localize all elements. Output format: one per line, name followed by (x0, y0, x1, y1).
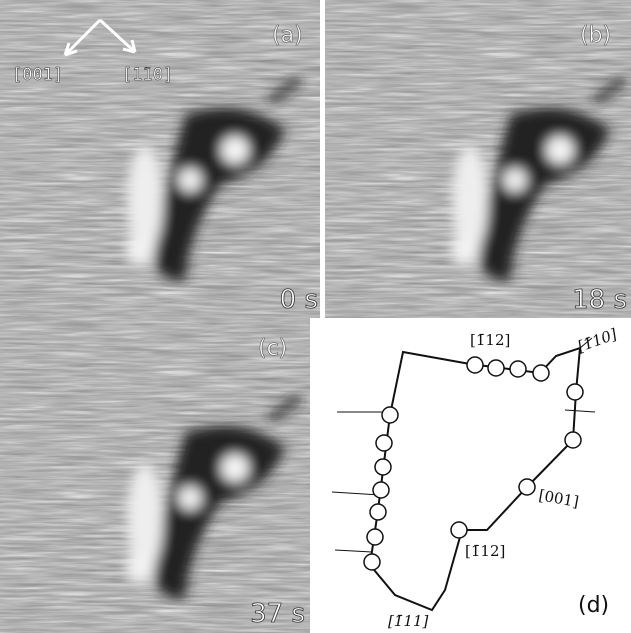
panel-label: (a) (272, 23, 303, 48)
panel-label: (d) (578, 593, 609, 618)
time-label: 0 s (280, 285, 318, 315)
figure: [001] [1̄10] (a) (b) (c) (d) 0 s 18 s 37… (0, 0, 631, 633)
panel-c (0, 318, 320, 633)
direction-label: [1̄10] (575, 325, 619, 356)
direction-label: [001] (537, 486, 580, 511)
time-label: 18 s (572, 285, 627, 315)
direction-label: [1̄11] (388, 612, 428, 630)
direction-label: [1̄12] (465, 542, 505, 560)
direction-label: [001] (12, 65, 63, 85)
direction-label: [1̄10] (122, 65, 173, 85)
direction-label: [1̄12] (470, 331, 510, 349)
time-label: 37 s (250, 599, 305, 629)
panel-label: (c) (258, 336, 287, 361)
panel-label: (b) (580, 23, 611, 48)
